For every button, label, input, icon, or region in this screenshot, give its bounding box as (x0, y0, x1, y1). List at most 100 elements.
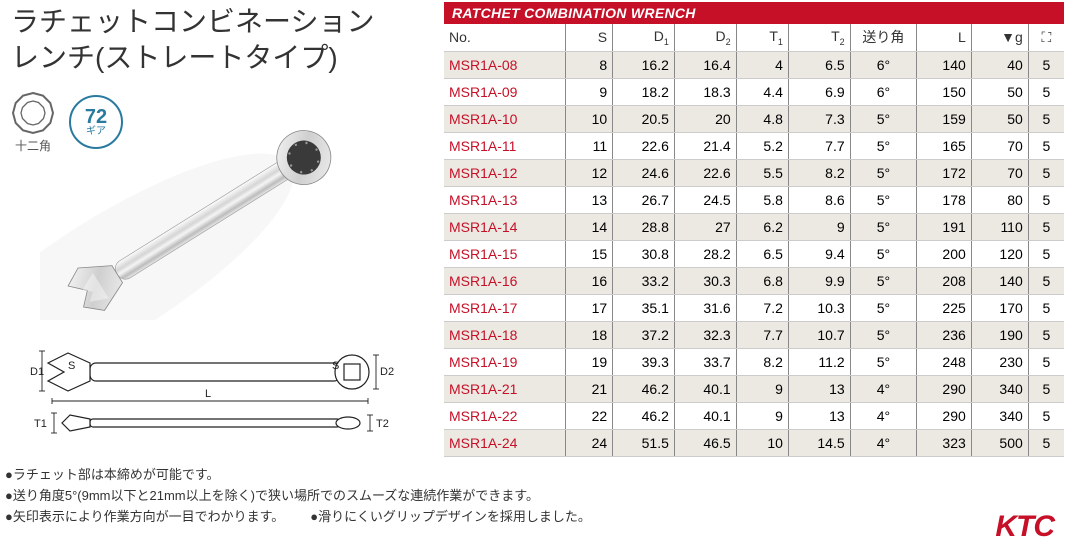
cell-angle: 5° (850, 159, 917, 186)
cell-t2: 7.3 (788, 105, 850, 132)
cell-box: 5 (1028, 429, 1064, 456)
cell-t2: 8.2 (788, 159, 850, 186)
cell-no: MSR1A-22 (444, 402, 565, 429)
cell-d2: 40.1 (674, 402, 736, 429)
cell-t1: 6.2 (736, 213, 788, 240)
wrench-photo (40, 110, 380, 320)
diagram-t1-label: T1 (34, 418, 47, 430)
cell-d2: 46.5 (674, 429, 736, 456)
cell-t2: 11.2 (788, 348, 850, 375)
cell-angle: 5° (850, 105, 917, 132)
table-row: MSR1A-101020.5204.87.35°159505 (444, 105, 1064, 132)
cell-box: 5 (1028, 186, 1064, 213)
cell-angle: 4° (850, 375, 917, 402)
table-row: MSR1A-111122.621.45.27.75°165705 (444, 132, 1064, 159)
cell-t2: 10.7 (788, 321, 850, 348)
cell-no: MSR1A-18 (444, 321, 565, 348)
bullet-3: ●矢印表示により作業方向が一目でわかります。 (5, 507, 284, 528)
cell-angle: 5° (850, 267, 917, 294)
cell-no: MSR1A-15 (444, 240, 565, 267)
cell-g: 70 (971, 132, 1028, 159)
cell-g: 40 (971, 51, 1028, 78)
cell-box: 5 (1028, 105, 1064, 132)
cell-t2: 7.7 (788, 132, 850, 159)
cell-box: 5 (1028, 159, 1064, 186)
table-row: MSR1A-141428.8276.295°1911105 (444, 213, 1064, 240)
cell-g: 50 (971, 105, 1028, 132)
cell-angle: 6° (850, 51, 917, 78)
cell-angle: 5° (850, 186, 917, 213)
cell-t1: 4.8 (736, 105, 788, 132)
cell-g: 170 (971, 294, 1028, 321)
diagram-d2-label: D2 (380, 366, 394, 378)
cell-s: 24 (565, 429, 613, 456)
cell-angle: 4° (850, 429, 917, 456)
cell-d1: 26.7 (613, 186, 675, 213)
cell-t1: 5.8 (736, 186, 788, 213)
cell-angle: 5° (850, 240, 917, 267)
cell-d1: 30.8 (613, 240, 675, 267)
cell-L: 290 (917, 375, 972, 402)
cell-t1: 9 (736, 402, 788, 429)
cell-no: MSR1A-09 (444, 78, 565, 105)
col-s: S (565, 24, 613, 51)
cell-s: 14 (565, 213, 613, 240)
cell-g: 190 (971, 321, 1028, 348)
cell-box: 5 (1028, 213, 1064, 240)
col-g: ▼g (971, 24, 1028, 51)
cell-s: 19 (565, 348, 613, 375)
product-title: ラチェットコンビネーションレンチ(ストレートタイプ) (5, 2, 435, 85)
cell-g: 70 (971, 159, 1028, 186)
col-no: No. (444, 24, 565, 51)
cell-t1: 5.2 (736, 132, 788, 159)
cell-s: 22 (565, 402, 613, 429)
cell-d1: 37.2 (613, 321, 675, 348)
cell-no: MSR1A-19 (444, 348, 565, 375)
cell-L: 200 (917, 240, 972, 267)
cell-d1: 35.1 (613, 294, 675, 321)
table-row: MSR1A-242451.546.51014.54°3235005 (444, 429, 1064, 456)
cell-t2: 9.9 (788, 267, 850, 294)
cell-no: MSR1A-16 (444, 267, 565, 294)
cell-d1: 28.8 (613, 213, 675, 240)
cell-g: 340 (971, 375, 1028, 402)
cell-d1: 18.2 (613, 78, 675, 105)
brand-logo: KTC (995, 510, 1054, 544)
cell-L: 248 (917, 348, 972, 375)
cell-angle: 6° (850, 78, 917, 105)
cell-g: 50 (971, 78, 1028, 105)
cell-s: 9 (565, 78, 613, 105)
cell-s: 10 (565, 105, 613, 132)
cell-t1: 4.4 (736, 78, 788, 105)
cell-d2: 40.1 (674, 375, 736, 402)
cell-d1: 51.5 (613, 429, 675, 456)
bullet-4: ●滑りにくいグリップデザインを採用しました。 (310, 507, 591, 528)
cell-no: MSR1A-08 (444, 51, 565, 78)
cell-d1: 39.3 (613, 348, 675, 375)
cell-no: MSR1A-12 (444, 159, 565, 186)
cell-t1: 6.5 (736, 240, 788, 267)
cell-t1: 5.5 (736, 159, 788, 186)
cell-no: MSR1A-13 (444, 186, 565, 213)
diagram-t2-label: T2 (376, 418, 389, 430)
table-row: MSR1A-131326.724.55.88.65°178805 (444, 186, 1064, 213)
cell-d2: 33.7 (674, 348, 736, 375)
cell-box: 5 (1028, 78, 1064, 105)
cell-t1: 10 (736, 429, 788, 456)
col-box: ⛶ (1028, 24, 1064, 51)
bullets: ●ラチェット部は本締めが可能です。 ●送り角度5°(9mm以下と21mm以上を除… (5, 465, 591, 527)
col-angle: 送り角 (850, 24, 917, 51)
table-row: MSR1A-121224.622.65.58.25°172705 (444, 159, 1064, 186)
table-row: MSR1A-181837.232.37.710.75°2361905 (444, 321, 1064, 348)
cell-s: 11 (565, 132, 613, 159)
cell-t2: 13 (788, 402, 850, 429)
cell-d2: 22.6 (674, 159, 736, 186)
col-d1: D1 (613, 24, 675, 51)
cell-L: 178 (917, 186, 972, 213)
cell-angle: 5° (850, 132, 917, 159)
diagram-s-right-label: S (332, 360, 339, 372)
cell-d1: 33.2 (613, 267, 675, 294)
cell-L: 290 (917, 402, 972, 429)
cell-L: 140 (917, 51, 972, 78)
col-t1: T1 (736, 24, 788, 51)
